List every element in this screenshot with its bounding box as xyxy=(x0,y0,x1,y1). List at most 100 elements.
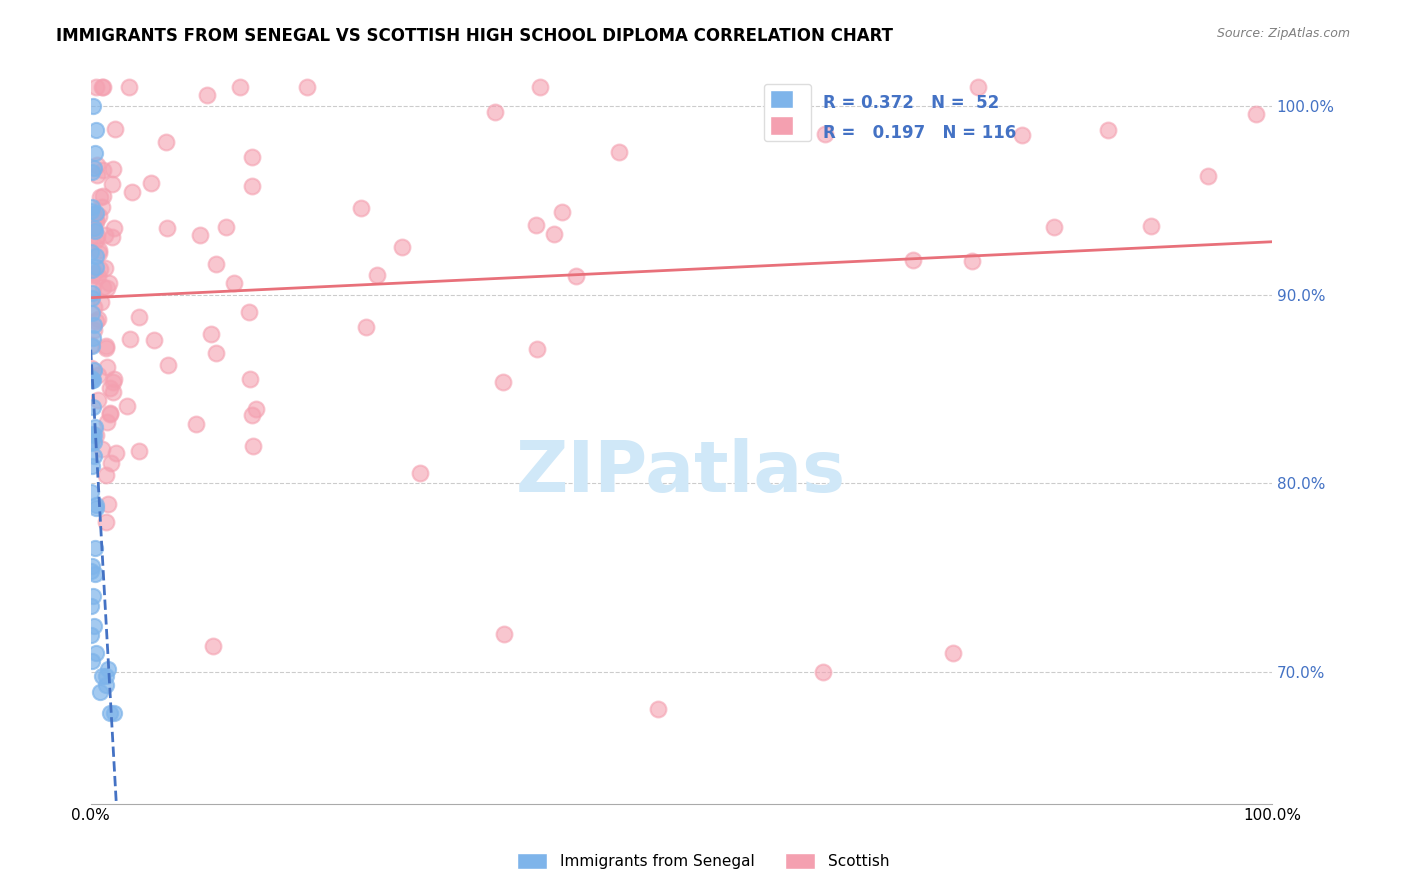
Point xyxy=(245,402,267,417)
Point xyxy=(80,338,103,352)
Point xyxy=(82,339,104,353)
Point xyxy=(84,420,107,434)
Point xyxy=(98,706,121,720)
Point xyxy=(87,392,110,407)
Point xyxy=(84,646,107,660)
Point xyxy=(188,227,211,242)
Point xyxy=(87,243,110,257)
Point xyxy=(80,627,103,641)
Point xyxy=(97,661,120,675)
Point xyxy=(967,80,990,95)
Point xyxy=(349,201,371,215)
Point xyxy=(86,158,108,172)
Point xyxy=(526,342,548,356)
Point xyxy=(89,684,111,698)
Point xyxy=(94,515,117,529)
Point xyxy=(82,268,104,282)
Point xyxy=(80,291,103,305)
Point xyxy=(1097,123,1119,137)
Point xyxy=(83,428,105,442)
Point xyxy=(101,384,124,399)
Point xyxy=(98,407,121,421)
Point xyxy=(200,326,222,341)
Point xyxy=(543,227,565,242)
Point xyxy=(103,162,125,177)
Point xyxy=(142,334,165,348)
Point xyxy=(96,341,118,355)
Point xyxy=(86,228,108,243)
Legend: , : , xyxy=(763,84,811,141)
Point xyxy=(89,262,111,277)
Point xyxy=(94,468,117,483)
Point xyxy=(80,564,103,578)
Point xyxy=(101,375,124,389)
Point xyxy=(80,165,103,179)
Point xyxy=(84,211,107,225)
Point xyxy=(80,229,103,244)
Point xyxy=(96,280,118,294)
Point xyxy=(903,253,925,268)
Point xyxy=(84,215,107,229)
Point xyxy=(91,442,114,456)
Point xyxy=(101,230,124,244)
Point xyxy=(89,209,111,223)
Point xyxy=(529,80,551,95)
Point xyxy=(98,406,121,420)
Point xyxy=(103,706,125,720)
Point xyxy=(80,485,103,500)
Point xyxy=(83,435,105,450)
Point xyxy=(118,333,141,347)
Point xyxy=(409,467,432,481)
Point xyxy=(240,179,263,194)
Point xyxy=(80,371,103,385)
Point xyxy=(96,360,118,375)
Point xyxy=(811,665,834,679)
Point xyxy=(82,280,104,294)
Point xyxy=(128,444,150,458)
Point xyxy=(91,163,114,178)
Point xyxy=(82,306,104,320)
Point xyxy=(80,426,103,441)
Point xyxy=(647,702,669,716)
Point xyxy=(82,373,104,387)
Point xyxy=(551,205,574,219)
Point xyxy=(86,501,108,516)
Point xyxy=(80,370,103,384)
Point xyxy=(1011,128,1033,143)
Point xyxy=(1244,107,1267,121)
Point xyxy=(91,80,114,95)
Point xyxy=(89,246,111,260)
Point xyxy=(83,619,105,633)
Point xyxy=(82,559,104,574)
Point xyxy=(484,104,506,119)
Point xyxy=(492,375,515,389)
Point xyxy=(80,244,103,259)
Point xyxy=(84,80,107,95)
Point xyxy=(942,646,965,660)
Point xyxy=(86,168,108,182)
Point xyxy=(96,678,118,692)
Point xyxy=(80,223,103,237)
Point xyxy=(205,257,228,271)
Point xyxy=(97,497,120,511)
Point xyxy=(94,339,117,353)
Point xyxy=(526,218,548,232)
Point xyxy=(84,206,107,220)
Point xyxy=(155,135,177,149)
Point xyxy=(1197,169,1219,183)
Point xyxy=(239,372,262,386)
Point xyxy=(84,234,107,248)
Point xyxy=(82,331,104,345)
Point xyxy=(391,240,413,254)
Point xyxy=(104,121,127,136)
Point xyxy=(786,95,808,110)
Point xyxy=(84,146,107,161)
Point xyxy=(84,541,107,555)
Point xyxy=(80,262,103,277)
Point xyxy=(84,123,107,137)
Point xyxy=(238,305,260,319)
Point xyxy=(240,408,263,422)
Point xyxy=(83,221,105,235)
Point xyxy=(87,368,110,382)
Point xyxy=(295,80,318,95)
